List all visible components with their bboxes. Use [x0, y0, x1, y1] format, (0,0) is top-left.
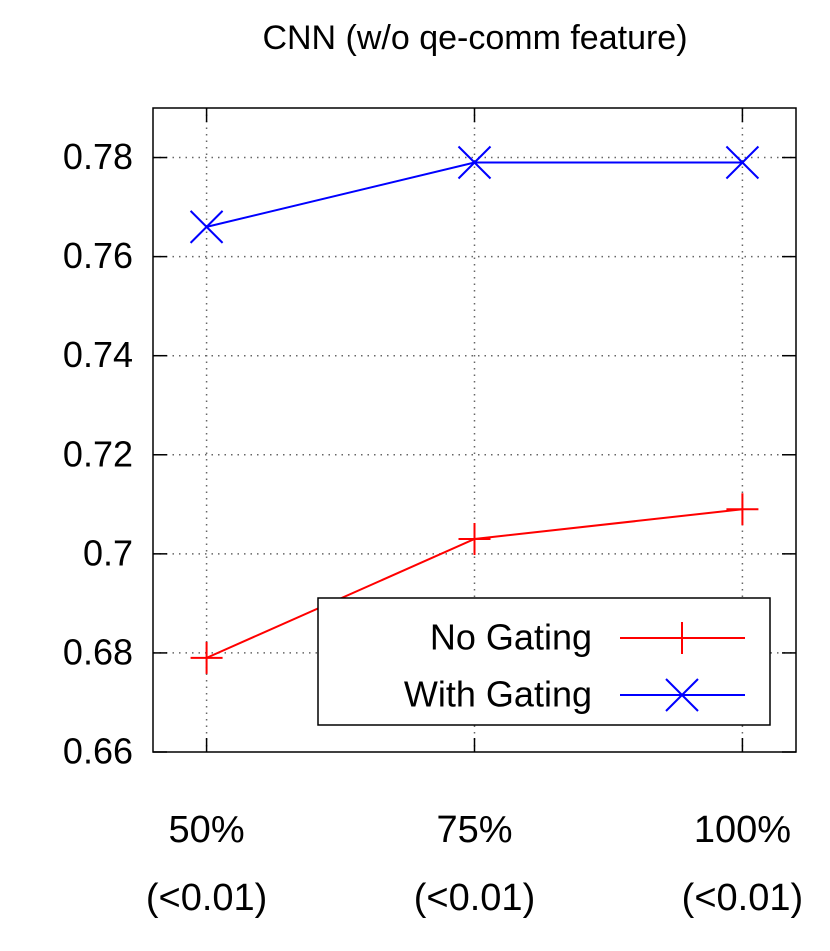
chart-title: CNN (w/o qe-comm feature) [262, 19, 687, 57]
y-tick-label: 0.78 [63, 136, 133, 177]
legend-box [317, 597, 771, 726]
marker [725, 145, 760, 180]
x-tick-label: 50% [169, 809, 245, 851]
marker [458, 522, 491, 555]
marker [665, 678, 699, 712]
marker [190, 641, 223, 674]
series-line [206, 161, 743, 228]
marker [666, 622, 698, 654]
plot-frame [152, 107, 797, 753]
marker-stroke [189, 210, 224, 244]
x-tick-label: 75% [436, 809, 512, 851]
marker [189, 210, 224, 244]
marker-stroke [725, 145, 760, 180]
x-tick-label: (<0.01) [414, 877, 535, 919]
y-tick-label: 0.76 [63, 235, 133, 276]
marker-stroke [665, 678, 699, 712]
marker [726, 493, 759, 526]
x-tick-label: (<0.01) [146, 877, 267, 919]
legend-label: No Gating [430, 617, 592, 658]
y-tick-label: 0.72 [63, 433, 133, 474]
y-tick-label: 0.68 [63, 631, 133, 672]
y-tick-label: 0.7 [83, 532, 133, 573]
x-tick-label: 100% [694, 809, 791, 851]
y-tick-label: 0.66 [63, 731, 133, 772]
marker-stroke [457, 145, 492, 180]
legend-label: With Gating [404, 674, 592, 715]
y-tick-label: 0.74 [63, 334, 133, 375]
x-tick-label: (<0.01) [682, 877, 803, 919]
marker [457, 145, 492, 180]
